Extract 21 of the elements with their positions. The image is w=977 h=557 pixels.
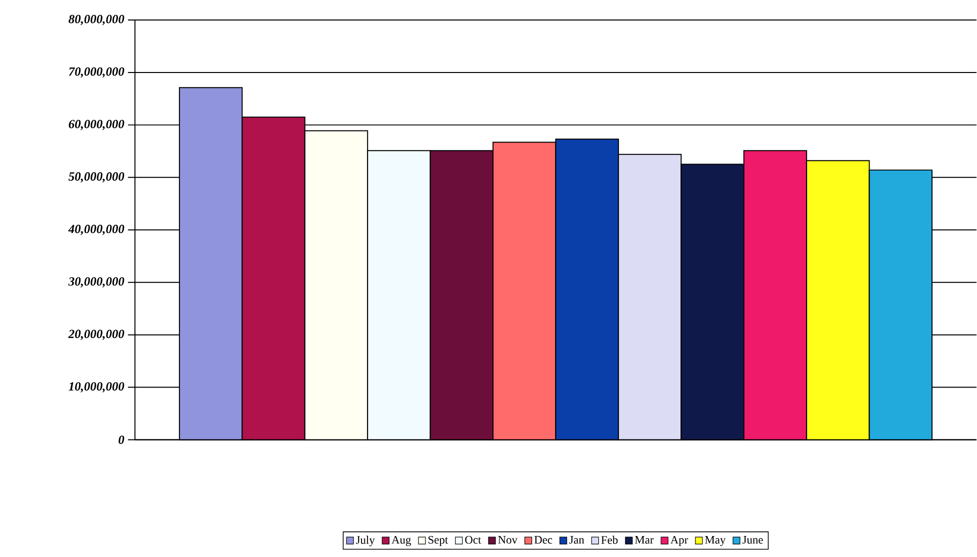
legend-label: June	[742, 536, 763, 544]
legend-label: Aug	[392, 536, 411, 546]
y-tick-label: 50,000,000	[68, 172, 124, 183]
legend-label: May	[705, 536, 726, 546]
y-tick-label: 20,000,000	[68, 330, 124, 340]
y-tick-label: 80,000,000	[68, 15, 124, 26]
y-tick-label: 40,000,000	[68, 224, 124, 236]
y-tick-label: 0	[118, 436, 124, 444]
y-tick-label: 70,000,000	[68, 68, 124, 78]
y-tick-label: 10,000,000	[68, 382, 124, 393]
legend-label: July	[356, 536, 375, 546]
y-tick-label: 60,000,000	[68, 120, 124, 130]
legend-label: Sept	[428, 536, 448, 546]
legend-label: Feb	[601, 536, 618, 544]
legend-label: Jan	[569, 536, 584, 544]
legend-label: Apr	[670, 536, 688, 546]
legend-label: Oct	[465, 536, 482, 544]
legend-label: Nov	[498, 536, 518, 544]
legend-label: Dec	[534, 536, 552, 544]
y-tick-label: 30,000,000	[68, 277, 124, 288]
legend-label: Mar	[635, 536, 654, 544]
